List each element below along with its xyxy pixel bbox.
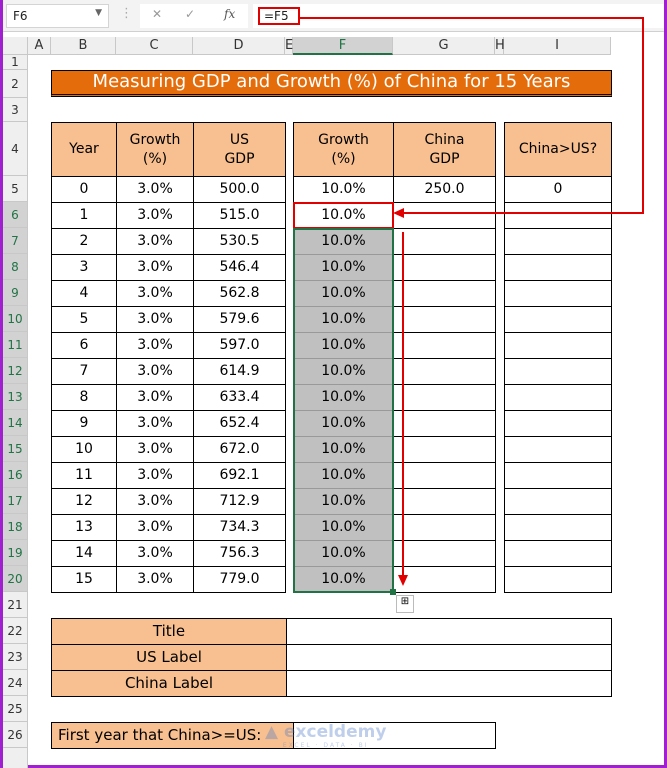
- row-header-24[interactable]: 24: [3, 670, 28, 696]
- row-header-14[interactable]: 14: [3, 410, 28, 436]
- row-header-21[interactable]: 21: [3, 592, 28, 618]
- table1-cell[interactable]: 779.0: [193, 566, 286, 593]
- growth-cell[interactable]: 10.0%: [293, 332, 394, 359]
- name-box-value: F6: [13, 9, 28, 23]
- name-box[interactable]: F6 ▼: [6, 4, 109, 28]
- column-header-H[interactable]: H: [495, 37, 505, 55]
- row-header-5[interactable]: 5: [3, 176, 28, 202]
- column-header-A[interactable]: A: [28, 37, 51, 55]
- column-header-B[interactable]: B: [51, 37, 116, 55]
- formula-arrow: [300, 17, 644, 214]
- enter-icon[interactable]: ✓: [185, 7, 196, 21]
- row-header-4[interactable]: 4: [3, 122, 28, 176]
- growth-cell[interactable]: 10.0%: [293, 254, 394, 281]
- arrow-head-down: [398, 575, 408, 586]
- row-header-25[interactable]: 25: [3, 696, 28, 722]
- row-header-23[interactable]: 23: [3, 644, 28, 670]
- row-header-10[interactable]: 10: [3, 306, 28, 332]
- label-2[interactable]: China Label: [51, 670, 287, 697]
- arrow-head: [393, 208, 404, 218]
- formula-bar: F6 ▼ ⋮ ✕ ✓ fx =F5: [3, 0, 664, 32]
- row-header-20[interactable]: 20: [3, 566, 28, 592]
- row-header-11[interactable]: 11: [3, 332, 28, 358]
- table2-header[interactable]: Growth (%): [293, 122, 394, 177]
- row-header-6[interactable]: 6: [3, 202, 28, 228]
- row-header-18[interactable]: 18: [3, 514, 28, 540]
- growth-cell[interactable]: 10.0%: [293, 384, 394, 411]
- excel-window: F6 ▼ ⋮ ✕ ✓ fx =F5 A B C D E F G H I 1 2 3 4 5 6 7 8 9 10 11 1…: [3, 0, 664, 768]
- row-header-1[interactable]: 1: [3, 55, 28, 70]
- row-header-7[interactable]: 7: [3, 228, 28, 254]
- column-header-C[interactable]: C: [116, 37, 193, 55]
- column-header-E[interactable]: E: [285, 37, 294, 55]
- more-icon: ⋮: [120, 6, 133, 21]
- table2-header[interactable]: China GDP: [393, 122, 496, 177]
- column-header-I[interactable]: I: [504, 37, 611, 55]
- insert-function-icon[interactable]: fx: [224, 7, 236, 21]
- china-us-cell[interactable]: [504, 566, 612, 593]
- column-header-G[interactable]: G: [393, 37, 495, 55]
- first-year-value[interactable]: [293, 722, 496, 749]
- growth-cell[interactable]: 10.0%: [293, 436, 394, 463]
- table3-header[interactable]: China>US?: [504, 122, 612, 177]
- growth-cell[interactable]: 10.0%: [293, 410, 394, 437]
- row-header-15[interactable]: 15: [3, 436, 28, 462]
- autofill-options-icon[interactable]: ⊞: [396, 595, 414, 613]
- title-banner[interactable]: Measuring GDP and Growth (%) of China fo…: [51, 70, 612, 97]
- cancel-icon[interactable]: ✕: [152, 7, 163, 21]
- row-header-8[interactable]: 8: [3, 254, 28, 280]
- row-header-13[interactable]: 13: [3, 384, 28, 410]
- growth-cell[interactable]: 10.0%: [293, 280, 394, 307]
- growth-cell[interactable]: 10.0%: [293, 358, 394, 385]
- row-header-12[interactable]: 12: [3, 358, 28, 384]
- row-header-2[interactable]: 2: [3, 70, 28, 98]
- row-header-3[interactable]: 3: [3, 98, 28, 122]
- select-all-button[interactable]: [3, 37, 28, 55]
- watermark-logo: ▲ exceldemy EXCEL · DATA · BI: [265, 722, 387, 749]
- row-header-blank: [3, 748, 28, 768]
- column-header-D[interactable]: D: [193, 37, 285, 55]
- selection-range[interactable]: [293, 228, 394, 593]
- row-header-26[interactable]: 26: [3, 722, 28, 748]
- table1-header[interactable]: US GDP: [193, 122, 286, 177]
- row-header-17[interactable]: 17: [3, 488, 28, 514]
- label-1[interactable]: US Label: [51, 644, 287, 671]
- row-header-9[interactable]: 9: [3, 280, 28, 306]
- row-header-16[interactable]: 16: [3, 462, 28, 488]
- fill-handle[interactable]: [390, 589, 396, 595]
- column-header-F[interactable]: F: [293, 37, 393, 55]
- row-header-22[interactable]: 22: [3, 618, 28, 644]
- formula-text: =F5: [258, 7, 300, 25]
- growth-cell[interactable]: 10.0%: [293, 488, 394, 515]
- label-value-2[interactable]: [286, 670, 612, 697]
- table1-header[interactable]: Growth (%): [116, 122, 194, 177]
- formula-input[interactable]: =F5: [253, 4, 664, 28]
- chevron-down-icon[interactable]: ▼: [95, 8, 102, 18]
- growth-cell[interactable]: 10.0%: [293, 202, 394, 229]
- annotation-arrows: [300, 17, 644, 586]
- row-header-19[interactable]: 19: [3, 540, 28, 566]
